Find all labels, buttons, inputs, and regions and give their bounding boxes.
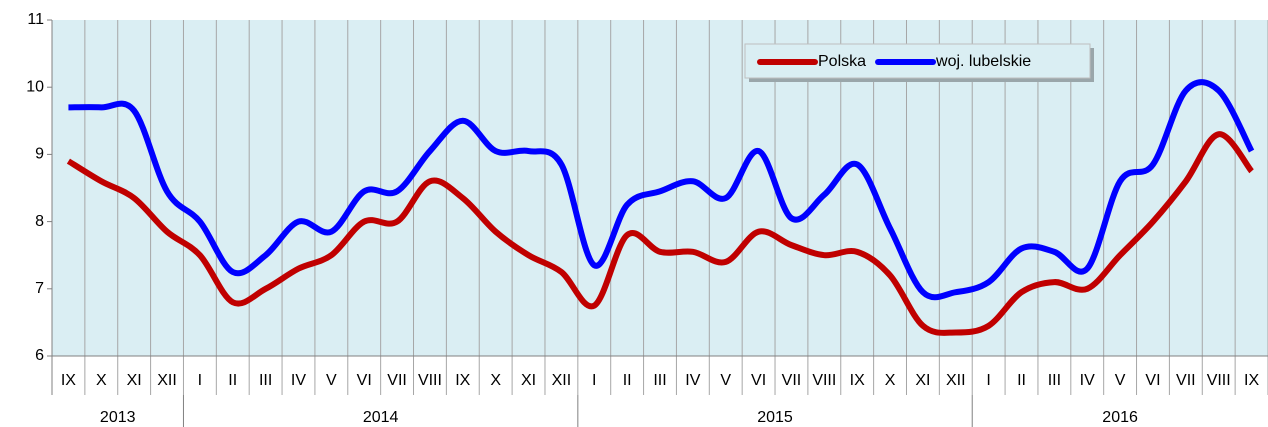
x-tick-label: IV xyxy=(1080,372,1095,389)
x-tick-label: VIII xyxy=(418,372,442,389)
x-tick-label: I xyxy=(198,372,202,389)
y-tick-label: 11 xyxy=(27,11,44,28)
year-label: 2016 xyxy=(1102,409,1138,426)
x-tick-label: II xyxy=(623,372,632,389)
x-tick-label: III xyxy=(259,372,272,389)
y-tick-label: 10 xyxy=(26,78,44,95)
x-tick-label: IX xyxy=(61,372,76,389)
line-series xyxy=(66,131,1254,336)
x-tick-label: X xyxy=(885,372,896,389)
x-tick-label: III xyxy=(653,372,666,389)
x-tick-label: XII xyxy=(552,372,572,389)
line-series xyxy=(68,79,1255,301)
x-tick-label: X xyxy=(96,372,107,389)
y-tick-label: 9 xyxy=(35,146,44,163)
x-tick-label: XI xyxy=(915,372,930,389)
x-tick-label: VI xyxy=(1145,372,1160,389)
x-tick-label: VII xyxy=(1176,372,1196,389)
x-tick-label: IV xyxy=(685,372,700,389)
year-label: 2014 xyxy=(363,409,399,426)
x-tick-label: VI xyxy=(357,372,372,389)
x-tick-label: II xyxy=(228,372,237,389)
x-tick-label: X xyxy=(490,372,501,389)
x-tick-label: XI xyxy=(521,372,536,389)
y-tick-label: 6 xyxy=(35,347,44,364)
legend-label: woj. lubelskie xyxy=(935,53,1031,70)
x-tick-label: I xyxy=(986,372,990,389)
x-tick-label: V xyxy=(720,372,731,389)
year-label: 2015 xyxy=(757,409,793,426)
x-tick-label: XI xyxy=(127,372,142,389)
x-tick-label: II xyxy=(1017,372,1026,389)
x-tick-label: V xyxy=(326,372,337,389)
y-tick-label: 8 xyxy=(35,213,44,230)
x-tick-label: IX xyxy=(850,372,865,389)
x-tick-label: VII xyxy=(782,372,802,389)
year-label: 2013 xyxy=(100,409,136,426)
y-tick-label: 7 xyxy=(35,280,44,297)
x-tick-label: VIII xyxy=(1207,372,1231,389)
x-tick-label: IX xyxy=(455,372,470,389)
x-tick-label: VII xyxy=(387,372,407,389)
x-tick-label: VI xyxy=(751,372,766,389)
x-tick-label: IV xyxy=(291,372,306,389)
x-tick-label: III xyxy=(1048,372,1061,389)
x-tick-label: V xyxy=(1115,372,1126,389)
x-tick-label: I xyxy=(592,372,596,389)
x-tick-label: XII xyxy=(946,372,966,389)
legend: Polska woj. lubelskie xyxy=(744,43,1094,82)
x-tick-label: VIII xyxy=(812,372,836,389)
x-tick-label: IX xyxy=(1244,372,1259,389)
x-tick-label: XII xyxy=(157,372,177,389)
legend-label: Polska xyxy=(818,53,866,70)
